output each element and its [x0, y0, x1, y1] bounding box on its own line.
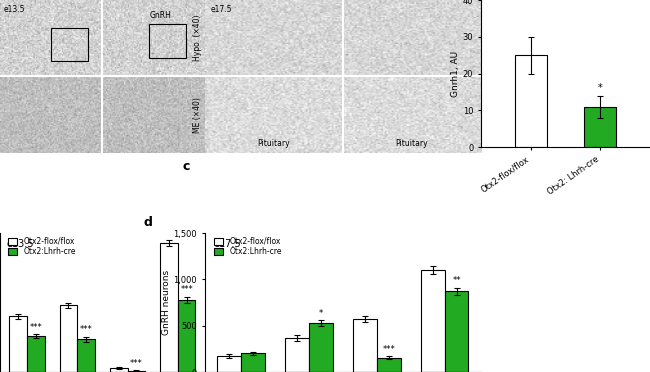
Text: e17.5: e17.5: [211, 4, 232, 14]
Text: Pituitary: Pituitary: [257, 139, 290, 148]
Text: ***: ***: [382, 345, 395, 354]
Text: Hypo. (×40): Hypo. (×40): [193, 15, 202, 61]
Bar: [285, 338, 309, 372]
Text: ME (×40): ME (×40): [193, 97, 202, 132]
Text: ***: ***: [80, 325, 92, 334]
Text: e13.5: e13.5: [6, 238, 34, 248]
Legend: Otx2-flox/flox, Otx2:Lhrh-cre: Otx2-flox/flox, Otx2:Lhrh-cre: [8, 237, 75, 256]
Bar: [51, 28, 88, 61]
Bar: [60, 305, 77, 372]
Text: d: d: [144, 217, 153, 230]
Bar: [27, 336, 44, 372]
Bar: [584, 107, 616, 147]
Bar: [353, 319, 377, 372]
Text: c: c: [183, 160, 190, 173]
Text: *: *: [318, 309, 323, 318]
Text: ***: ***: [180, 285, 193, 295]
Bar: [421, 270, 445, 372]
Text: **: **: [452, 276, 461, 285]
Text: GnRH: GnRH: [150, 11, 172, 20]
Bar: [515, 55, 547, 147]
Text: e17.5: e17.5: [213, 238, 240, 248]
Text: ***: ***: [130, 359, 143, 368]
Bar: [77, 339, 95, 372]
Bar: [217, 356, 241, 372]
Bar: [150, 25, 187, 58]
Bar: [161, 243, 178, 372]
Bar: [377, 357, 400, 372]
Y-axis label: GnRH neurons: GnRH neurons: [162, 270, 171, 335]
Bar: [127, 371, 145, 372]
Text: e13.5: e13.5: [4, 4, 25, 14]
Bar: [178, 300, 196, 372]
Text: *: *: [598, 83, 603, 93]
Y-axis label: Gnrh1, AU: Gnrh1, AU: [451, 51, 460, 97]
Bar: [9, 317, 27, 372]
Bar: [110, 368, 127, 372]
Text: ***: ***: [29, 323, 42, 332]
Bar: [309, 323, 333, 372]
Bar: [241, 353, 265, 372]
Legend: Otx2-flox/flox, Otx2:Lhrh-cre: Otx2-flox/flox, Otx2:Lhrh-cre: [214, 237, 282, 256]
Text: Pituitary: Pituitary: [396, 139, 428, 148]
Bar: [445, 291, 469, 372]
